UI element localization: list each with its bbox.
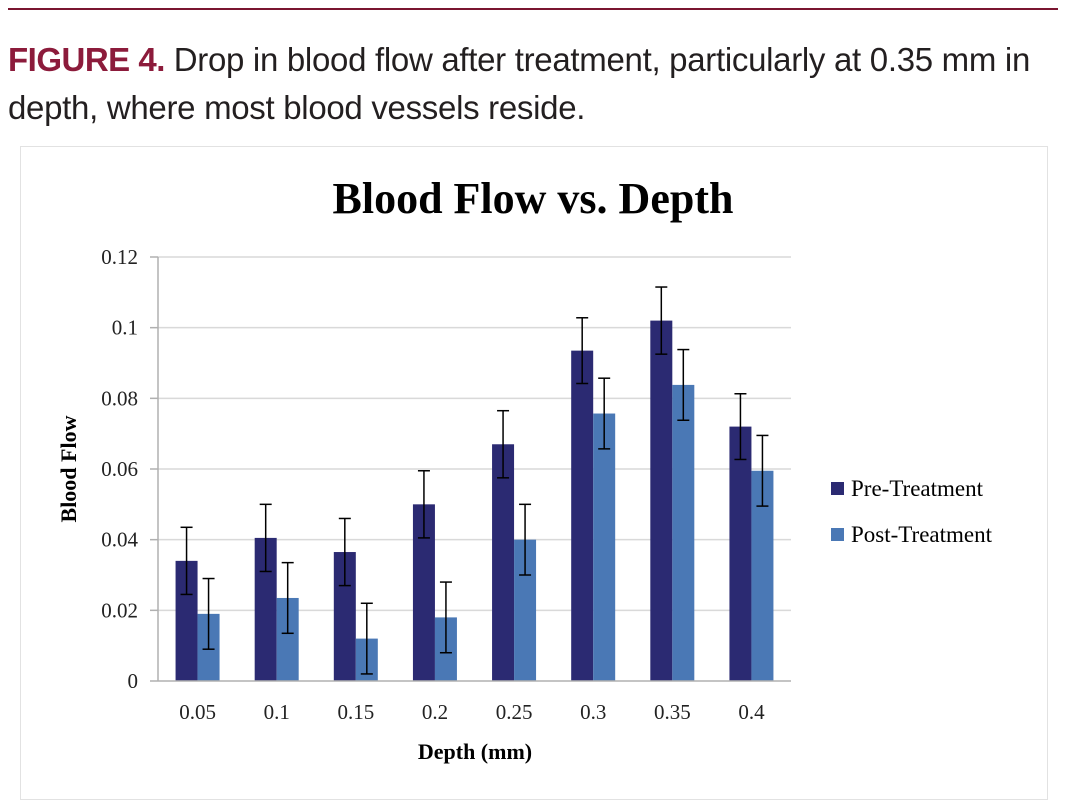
bar-pre-0.4: [729, 426, 752, 681]
x-tick-label: 0.35: [654, 700, 691, 724]
bar-post-0.4: [751, 470, 774, 681]
y-tick-label: 0.04: [101, 528, 138, 552]
bar-post-0.35: [672, 384, 695, 681]
bar-chart: Blood Flow vs. Depth 0 0.02 0.04 0.06 0.08 0.…: [56, 174, 993, 764]
x-tick-label: 0.25: [496, 700, 533, 724]
bar-post-0.3: [593, 413, 616, 681]
bars: [175, 320, 774, 681]
x-tick-label: 0.4: [738, 700, 765, 724]
x-tick-label: 0.05: [179, 700, 216, 724]
caption-text: Drop in blood flow after treatment, part…: [8, 41, 1031, 126]
x-tick-label: 0.1: [264, 700, 290, 724]
chart-container: Blood Flow vs. Depth 0 0.02 0.04 0.06 0.08 0.…: [20, 146, 1048, 800]
legend-swatch-post-treatment: [831, 528, 844, 541]
legend-label-pre-treatment: Pre-Treatment: [851, 476, 984, 501]
bar-pre-0.35: [650, 320, 673, 681]
x-tick-label: 0.15: [337, 700, 374, 724]
x-axis-label: Depth (mm): [418, 739, 532, 764]
bar-post-0.1: [276, 597, 299, 681]
legend-label-post-treatment: Post-Treatment: [851, 522, 993, 547]
x-axis: 0.05 0.1 0.15 0.2 0.25 0.3 0.35 0.4: [158, 680, 791, 724]
y-tick-label: 0.1: [112, 316, 138, 340]
bar-pre-0.2: [412, 504, 435, 681]
bar-pre-0.3: [571, 350, 594, 681]
bar-pre-0.05: [175, 560, 198, 681]
y-tick-label: 0.12: [101, 245, 138, 269]
chart-title: Blood Flow vs. Depth: [333, 174, 734, 223]
bar-pre-0.1: [254, 537, 277, 681]
y-tick-label: 0: [128, 669, 139, 693]
x-tick-label: 0.3: [580, 700, 606, 724]
legend-swatch-pre-treatment: [831, 482, 844, 495]
top-rule: [8, 8, 1058, 10]
y-tick-label: 0.02: [101, 598, 138, 622]
figure-label: FIGURE 4.: [8, 41, 165, 78]
gridlines: [158, 256, 791, 612]
y-tick-label: 0.08: [101, 386, 138, 410]
y-tick-label: 0.06: [101, 457, 138, 481]
bar-pre-0.25: [492, 444, 515, 681]
y-axis-label: Blood Flow: [56, 415, 81, 522]
bar-pre-0.15: [333, 552, 356, 681]
figure-caption: FIGURE 4. Drop in blood flow after treat…: [8, 36, 1068, 132]
legend: Pre-Treatment Post-Treatment: [831, 476, 993, 547]
y-axis: 0 0.02 0.04 0.06 0.08 0.1 0.12: [101, 245, 159, 693]
error-bars: [180, 286, 769, 675]
x-tick-label: 0.2: [422, 700, 448, 724]
